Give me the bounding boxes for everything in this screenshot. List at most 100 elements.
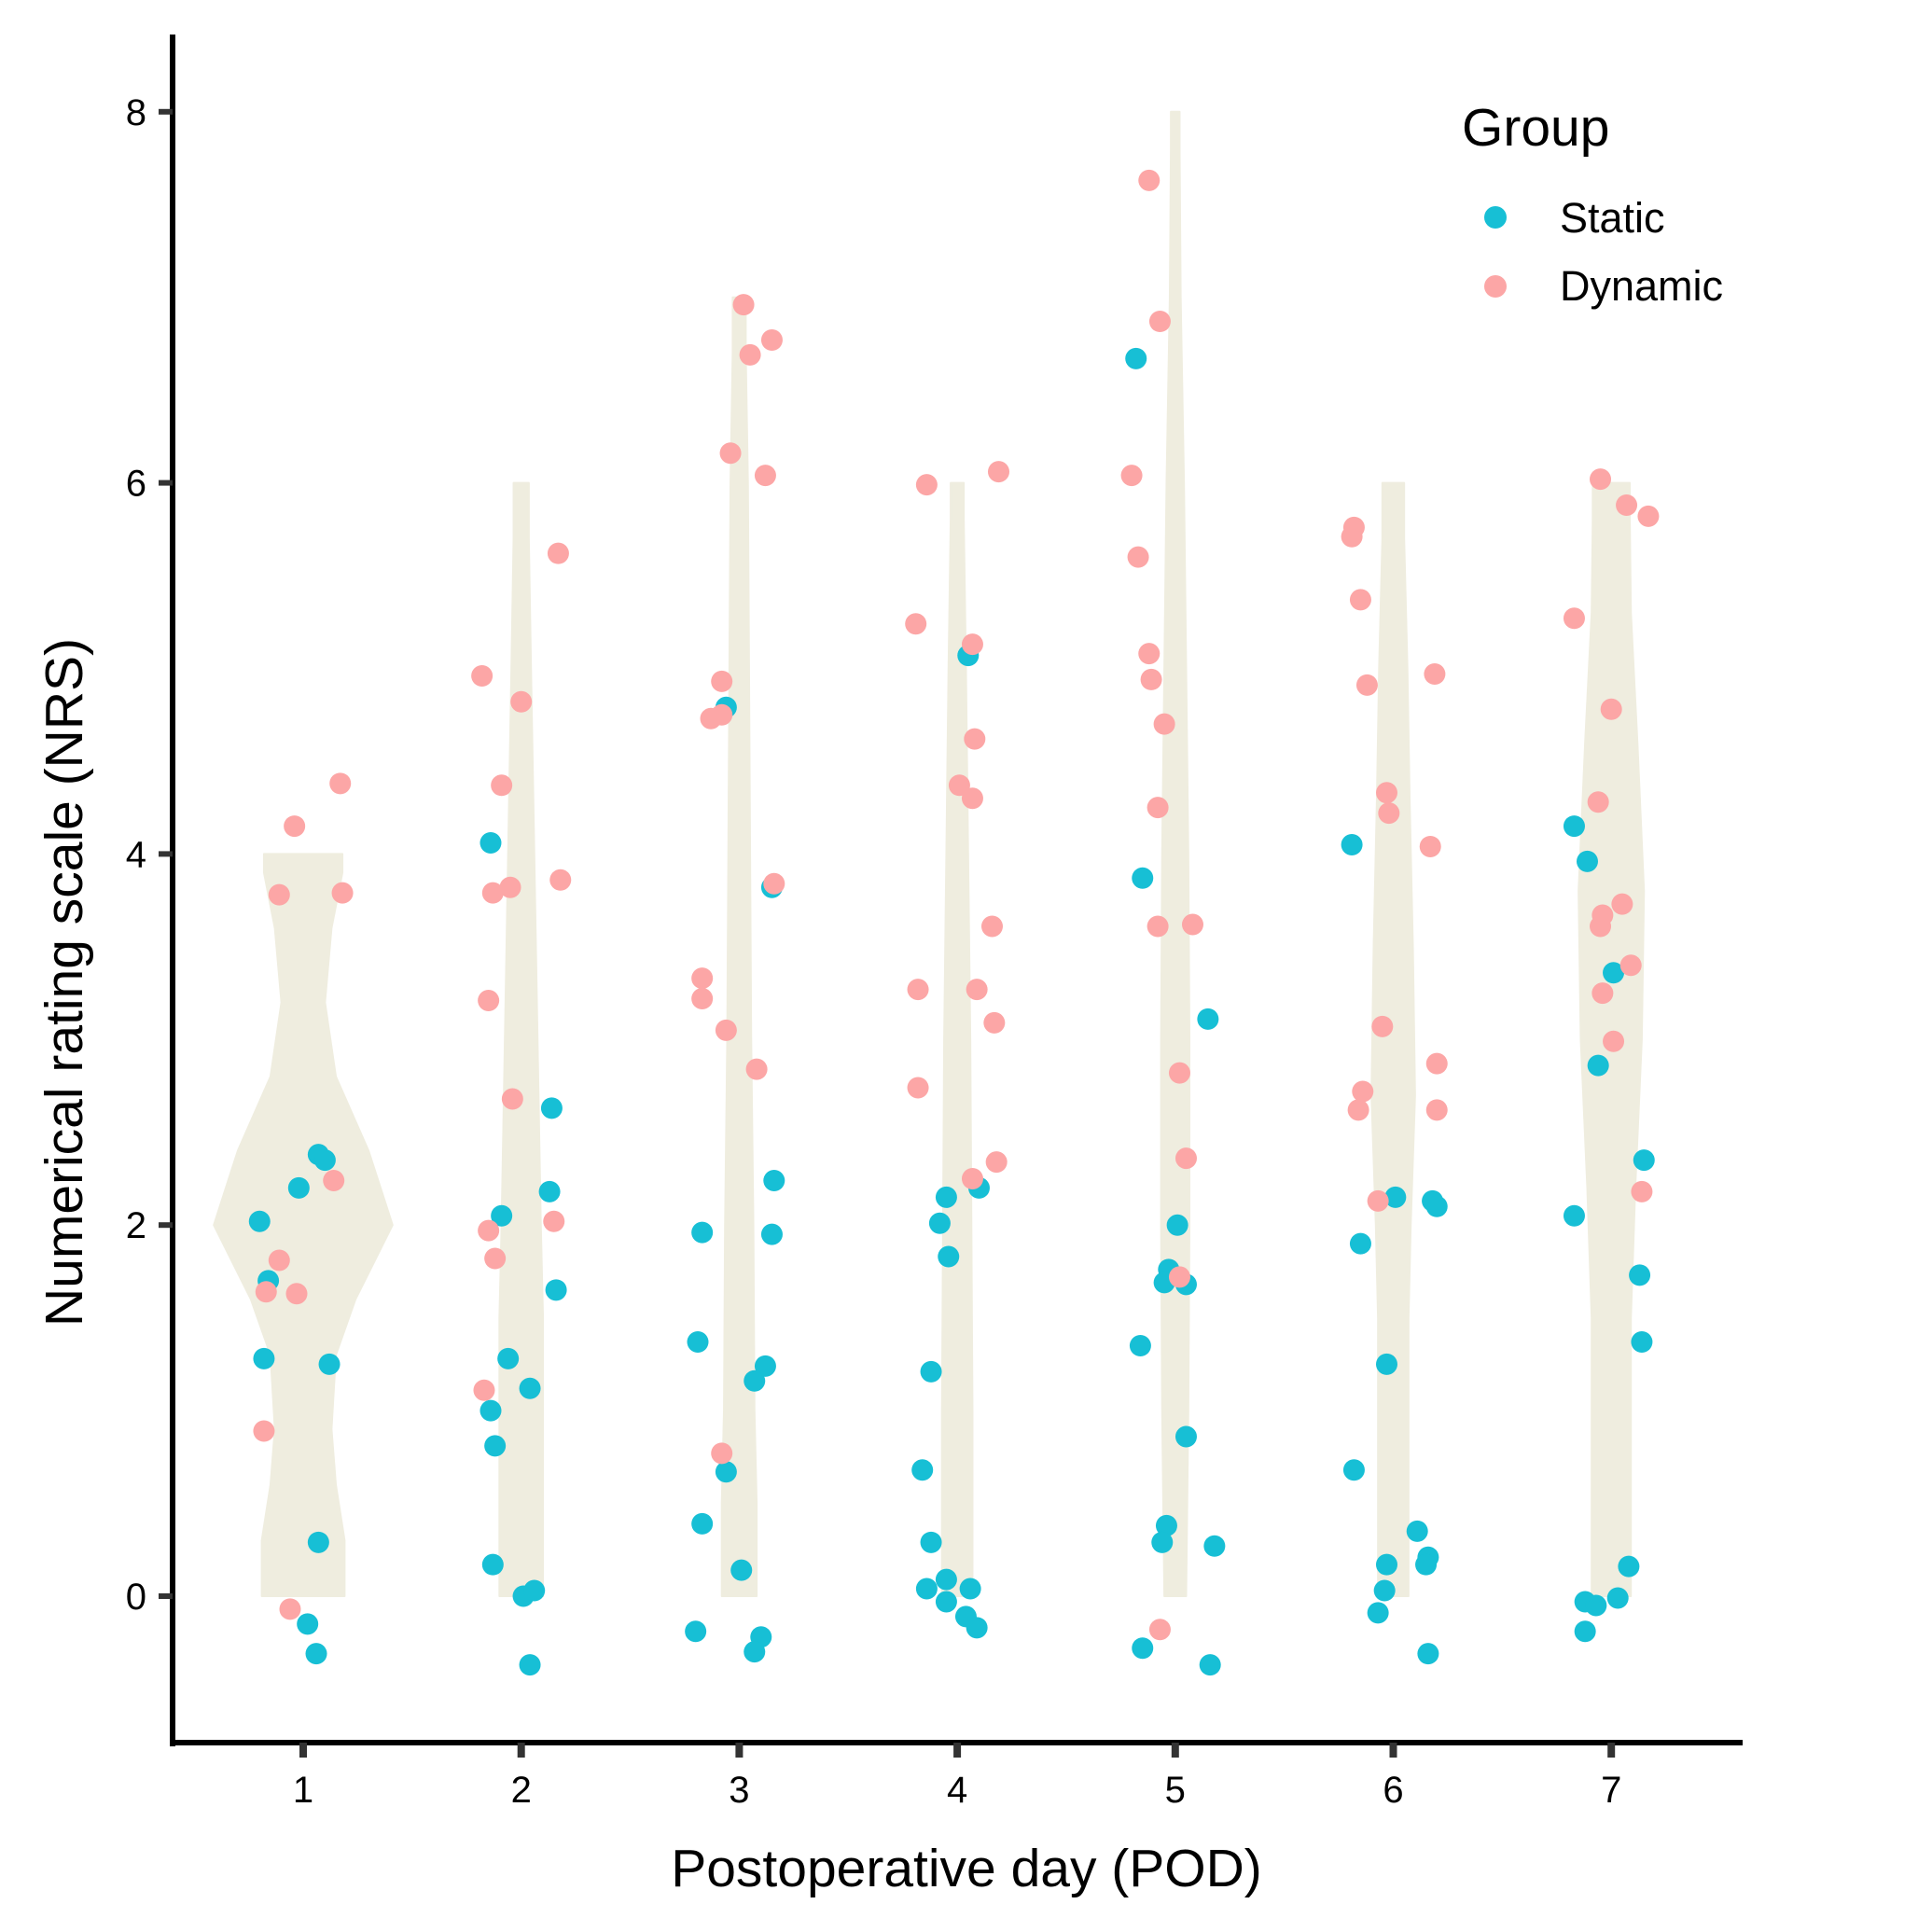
point-dynamic [966,979,988,1001]
point-static [1155,1514,1177,1536]
point-dynamic [985,1151,1008,1174]
point-static [1631,1331,1653,1354]
x-tick-label: 3 [729,1770,749,1811]
y-tick-label: 2 [126,1205,146,1246]
point-static [1367,1602,1389,1624]
point-dynamic [983,1011,1006,1034]
point-static [1574,1620,1596,1643]
point-static [1618,1555,1640,1578]
point-dynamic [1147,915,1169,938]
point-static [1373,1579,1396,1602]
x-axis-title: Postoperative day (POD) [671,1839,1262,1898]
point-dynamic [948,774,970,797]
point-static [307,1531,329,1553]
violin-pod-1 [213,853,394,1597]
legend-dynamic-marker [1484,275,1507,298]
point-static [730,1559,753,1581]
point-dynamic [715,1019,737,1041]
point-dynamic [980,915,1003,938]
point-static [754,1355,776,1377]
point-static [313,1149,336,1172]
point-dynamic [907,1077,929,1099]
point-dynamic [1591,982,1614,1005]
point-dynamic [964,728,986,750]
point-static [1587,1054,1609,1077]
point-static [1375,1353,1397,1375]
point-static [545,1279,567,1301]
violin-pod-3 [720,296,758,1597]
point-static [248,1210,271,1232]
point-dynamic [691,967,714,990]
x-ticks: 1 2 3 4 5 6 7 [293,1743,1621,1811]
point-dynamic [1127,546,1149,568]
violin-pod-6 [1370,481,1416,1597]
point-dynamic [1587,791,1609,813]
point-static [480,831,502,854]
point-static [715,1461,737,1483]
point-static [1125,347,1147,369]
point-static [540,1097,563,1119]
point-dynamic [478,990,500,1012]
point-dynamic [323,1169,345,1191]
y-tick-label: 6 [126,464,146,505]
point-dynamic [1419,835,1441,857]
point-dynamic [1168,1266,1190,1288]
y-ticks: 0 2 4 6 8 [126,92,173,1618]
point-dynamic [255,1281,277,1303]
violin-pod-5 [1160,110,1190,1597]
point-static [691,1512,714,1535]
point-static [1132,1637,1154,1660]
x-tick-label: 2 [511,1770,532,1811]
x-tick-label: 7 [1601,1770,1621,1811]
point-static [1576,850,1598,872]
point-static [744,1369,766,1392]
point-dynamic [1120,465,1143,487]
point-dynamic [549,869,572,891]
point-static [1563,815,1585,838]
point-dynamic [1367,1189,1389,1212]
point-dynamic [1140,668,1162,690]
point-dynamic [1425,1099,1448,1121]
point-static [691,1221,714,1244]
point-static [523,1579,546,1602]
point-static [1199,1654,1221,1676]
point-static [915,1578,938,1600]
x-tick-label: 5 [1165,1770,1186,1811]
point-static [920,1531,942,1553]
point-dynamic [691,988,714,1010]
point-dynamic [1425,1052,1448,1075]
point-dynamic [484,1247,507,1270]
violin-pod-2 [498,481,545,1597]
point-static [1406,1520,1428,1542]
point-dynamic [284,815,306,838]
point-dynamic [1600,698,1622,720]
point-dynamic [732,294,755,316]
point-dynamic [760,328,783,351]
point-static [1384,1186,1407,1208]
point-dynamic [711,670,733,692]
point-static [481,1553,504,1576]
point-dynamic [1349,589,1371,611]
point-static [1203,1535,1226,1557]
point-dynamic [285,1283,308,1305]
point-dynamic [711,703,733,726]
point-dynamic [711,1442,733,1465]
legend-title: Group [1462,98,1609,158]
x-tick-label: 6 [1383,1770,1403,1811]
point-static [1585,1594,1607,1617]
point-static [763,1169,785,1191]
point-dynamic [907,979,929,1001]
point-dynamic [473,1379,495,1401]
point-dynamic [1611,893,1633,915]
point-static [1132,867,1154,889]
point-dynamic [1153,713,1175,735]
point-dynamic [915,474,938,496]
point-dynamic [763,872,785,895]
point-dynamic [329,772,352,795]
point-static [1342,1459,1365,1481]
point-static [1375,1553,1397,1576]
point-static [935,1591,957,1613]
point-dynamic [471,664,493,687]
point-dynamic [1341,525,1363,548]
